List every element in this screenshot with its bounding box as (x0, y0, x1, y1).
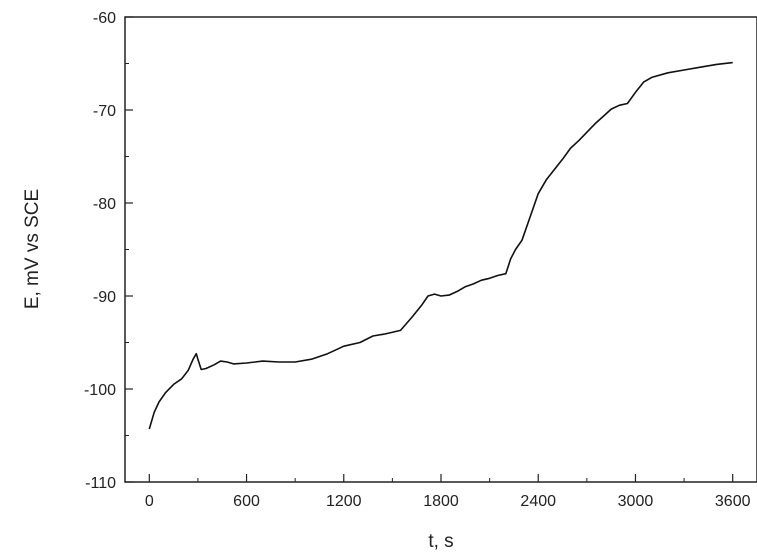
y-tick-label: -100 (84, 382, 116, 399)
x-tick-label: 2400 (520, 493, 556, 510)
x-tick-label: 1200 (326, 493, 362, 510)
x-tick-label: 600 (233, 493, 260, 510)
x-axis-title: t, s (428, 531, 453, 552)
x-axis-ticks: 0 600 1200 1800 2400 3000 3600 (145, 474, 751, 510)
series-line (148, 61, 733, 430)
plot-frame (124, 16, 757, 483)
y-tick-label: -60 (93, 10, 116, 27)
x-tick-label: 0 (145, 493, 154, 510)
y-tick-label: -70 (93, 103, 116, 120)
y-axis-ticks: -110 -100 -90 -80 -70 -60 (84, 10, 133, 492)
x-tick-label: 3600 (715, 493, 751, 510)
x-tick-label: 3000 (618, 493, 654, 510)
x-tick-label: 1800 (423, 493, 459, 510)
y-tick-label: -80 (93, 196, 116, 213)
y-tick-label: -90 (93, 289, 116, 306)
y-axis-title: E, mV vs SCE (22, 189, 43, 309)
y-tick-label: -110 (85, 475, 116, 492)
